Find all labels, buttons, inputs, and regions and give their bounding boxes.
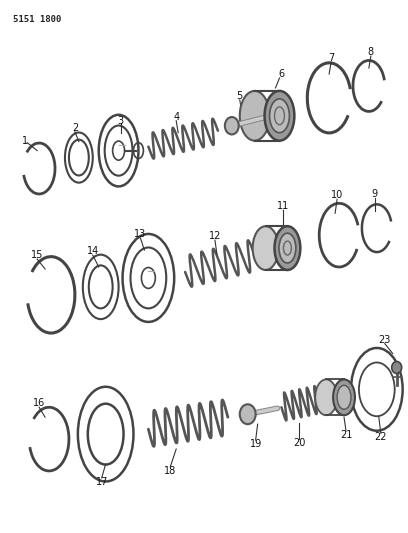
Text: 17: 17 — [95, 477, 108, 487]
Text: 19: 19 — [250, 439, 262, 449]
Ellipse shape — [240, 91, 270, 141]
Ellipse shape — [240, 404, 256, 424]
Ellipse shape — [270, 99, 289, 133]
Text: 12: 12 — [209, 231, 221, 241]
Text: 8: 8 — [368, 47, 374, 57]
Text: 16: 16 — [33, 398, 45, 408]
Text: 5: 5 — [237, 91, 243, 101]
Ellipse shape — [253, 226, 279, 270]
Text: 4: 4 — [173, 112, 179, 122]
Text: 18: 18 — [164, 466, 176, 476]
Ellipse shape — [337, 385, 351, 409]
Ellipse shape — [315, 379, 337, 415]
Text: 21: 21 — [340, 430, 352, 440]
Ellipse shape — [333, 379, 355, 415]
Ellipse shape — [275, 226, 300, 270]
Text: 13: 13 — [134, 229, 146, 239]
Text: 20: 20 — [293, 438, 306, 448]
Text: 5151 1800: 5151 1800 — [13, 15, 62, 25]
Text: 9: 9 — [372, 189, 378, 199]
Ellipse shape — [279, 233, 296, 263]
Text: 3: 3 — [118, 116, 124, 126]
Text: 6: 6 — [278, 69, 284, 79]
Ellipse shape — [225, 117, 239, 134]
Ellipse shape — [392, 361, 401, 374]
Text: 7: 7 — [328, 53, 334, 63]
Text: 22: 22 — [375, 432, 387, 442]
Ellipse shape — [264, 91, 295, 141]
Text: 23: 23 — [379, 335, 391, 345]
Text: 15: 15 — [31, 250, 43, 260]
Text: 2: 2 — [72, 123, 78, 133]
Text: 10: 10 — [331, 190, 343, 200]
Text: 14: 14 — [86, 246, 99, 256]
Text: 11: 11 — [277, 201, 290, 211]
Text: 1: 1 — [22, 136, 28, 146]
